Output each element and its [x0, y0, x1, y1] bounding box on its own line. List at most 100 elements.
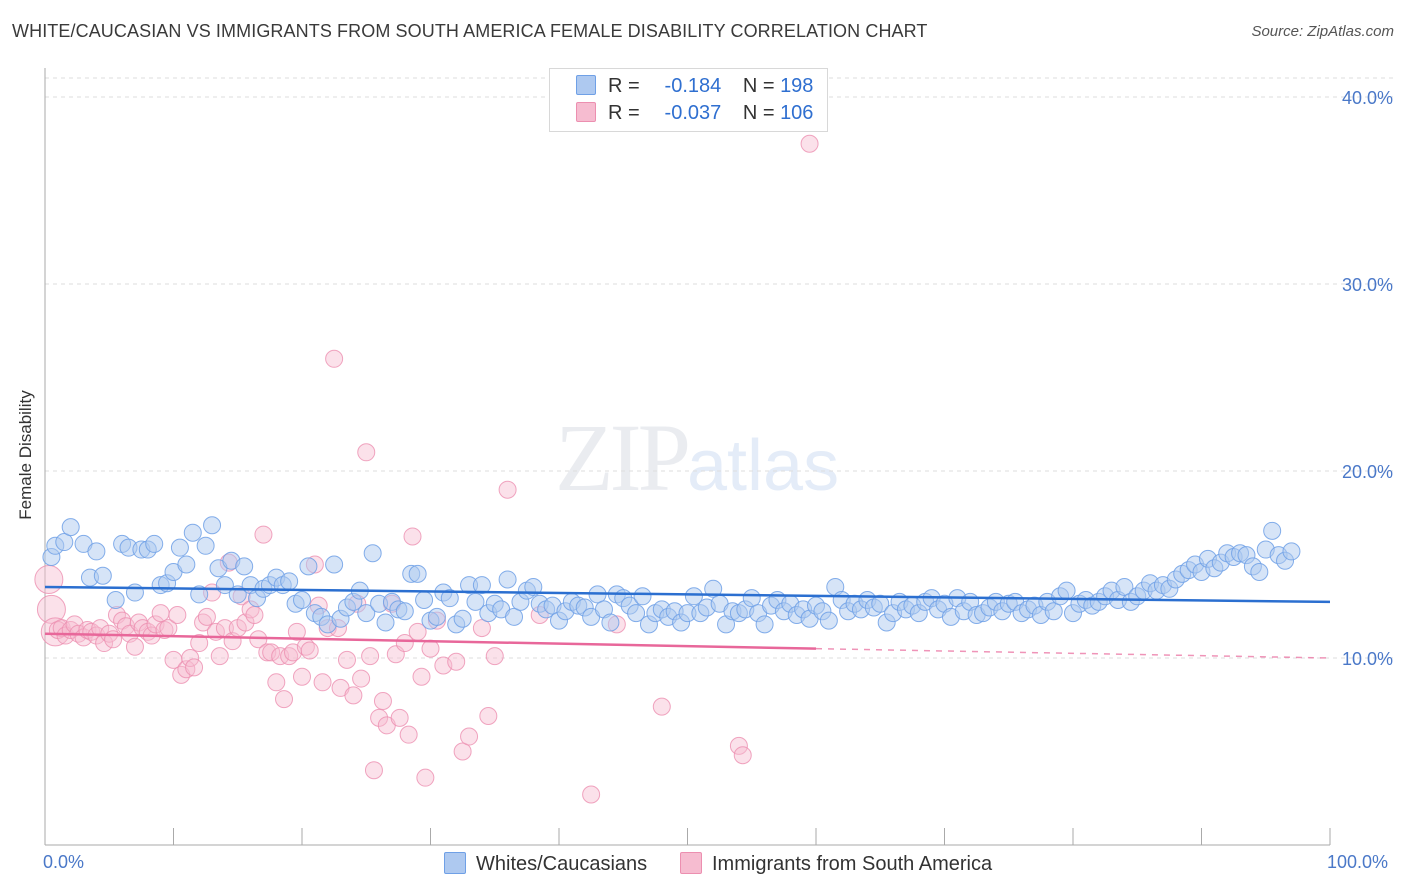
immigrants-point — [364, 761, 383, 780]
immigrants-point — [91, 619, 110, 638]
whites-point — [363, 544, 382, 563]
immigrants-point — [267, 673, 286, 692]
legend-row-whites: R = -0.184 N = 198 — [576, 75, 813, 98]
whites-point — [1250, 562, 1269, 581]
immigrants-point — [300, 641, 319, 660]
whites-point — [871, 594, 890, 613]
y-tick-label: 40.0% — [1342, 88, 1393, 108]
whites-point — [280, 572, 299, 591]
legend-n-label: N = — [742, 75, 775, 97]
whites-point — [472, 576, 491, 595]
immigrants-point — [582, 785, 601, 804]
immigrants-point — [412, 667, 431, 686]
whites-point — [87, 542, 106, 561]
whites-point — [170, 538, 189, 557]
watermark: ZIPatlas — [555, 402, 839, 513]
whites-point — [742, 589, 761, 608]
whites-point — [376, 613, 395, 632]
immigrants-point — [403, 527, 422, 546]
whites-point — [427, 607, 446, 626]
immigrants-point — [293, 667, 311, 686]
y-tick-label: 30.0% — [1342, 275, 1393, 295]
legend-swatch-pink — [680, 852, 702, 874]
immigrants-point — [287, 622, 306, 641]
immigrants-point — [390, 708, 409, 727]
immigrants-point — [181, 649, 200, 667]
whites-point — [466, 592, 485, 611]
whites-point — [190, 585, 209, 604]
watermark-atlas: atlas — [687, 426, 840, 506]
whites-point — [235, 557, 254, 576]
whites-point — [1115, 577, 1134, 596]
whites-point — [125, 583, 144, 602]
immigrants-point — [249, 630, 268, 649]
trend-lines — [44, 585, 1331, 659]
whites-point — [177, 555, 196, 574]
immigrants-point — [447, 652, 466, 671]
immigrants-point — [177, 660, 196, 679]
immigrants-point — [104, 630, 123, 649]
x-tick-max: 100.0% — [1327, 852, 1389, 872]
immigrants-point — [34, 564, 64, 594]
whites-point — [601, 613, 620, 632]
whites-points — [42, 516, 1301, 634]
legend-item-whites[interactable]: Whites/Caucasians — [444, 852, 647, 876]
y-tick-label: 10.0% — [1342, 649, 1393, 669]
legend-r-label: R = — [608, 75, 640, 97]
legend-item-immigrants[interactable]: Immigrants from South America — [680, 852, 992, 876]
immigrants-point — [479, 706, 498, 725]
whites-point — [453, 609, 472, 628]
immigrants-point — [800, 134, 819, 153]
immigrants-point — [370, 708, 389, 727]
immigrants-point — [125, 637, 144, 656]
immigrants-point — [485, 647, 504, 666]
immigrants-point — [733, 746, 752, 765]
immigrants-point — [352, 669, 371, 688]
whites-point — [145, 534, 164, 553]
whites-point — [505, 607, 524, 626]
source-credit: Source: ZipAtlas.com — [1251, 23, 1394, 40]
whites-point — [325, 555, 344, 574]
whites-point — [498, 570, 517, 589]
legend-swatch-blue — [444, 852, 466, 874]
whites-point — [819, 611, 838, 630]
whites-point — [440, 589, 459, 608]
immigrants-point — [313, 673, 332, 692]
immigrants-point — [498, 480, 517, 499]
whites-point — [1057, 581, 1076, 600]
whites-point — [1282, 542, 1301, 561]
immigrants-point — [395, 634, 414, 653]
whites-point — [203, 516, 222, 535]
immigrants-point — [151, 604, 170, 623]
whites-point — [1044, 602, 1063, 621]
legend-n-label: N = — [742, 102, 775, 124]
legend-label-immigrants: Immigrants from South America — [712, 853, 993, 875]
whites-point — [395, 602, 414, 621]
whites-point — [183, 523, 202, 542]
immigrants-point — [190, 634, 209, 653]
whites-point — [415, 591, 434, 610]
immigrants-point — [472, 619, 491, 638]
legend-row-immigrants: R = -0.037 N = 106 — [576, 102, 813, 125]
immigrants-points — [34, 134, 819, 804]
legend-swatch-blue — [576, 75, 596, 95]
immigrants-point — [729, 736, 748, 755]
legend-r-value: -0.037 — [664, 102, 722, 124]
legend-label-whites: Whites/Caucasians — [476, 853, 648, 875]
legend-n-value: 198 — [780, 75, 814, 97]
whites-point — [408, 564, 427, 583]
immigrants-point — [357, 443, 376, 462]
immigrants-point — [337, 650, 356, 669]
immigrants-point — [275, 690, 294, 709]
whites-point — [93, 566, 112, 585]
stats-legend: R = -0.184 N = 198 R = -0.037 N = 106 — [549, 68, 828, 132]
immigrants-point — [373, 692, 392, 711]
whites-point — [684, 587, 703, 606]
immigrants-point — [361, 647, 380, 666]
axes — [44, 68, 1331, 846]
whites-point — [704, 579, 723, 598]
chart-title: WHITE/CAUCASIAN VS IMMIGRANTS FROM SOUTH… — [12, 21, 928, 41]
immigrants-point — [453, 742, 472, 761]
y-tick-labels: 10.0% 20.0% 30.0% 40.0% — [1342, 88, 1393, 669]
